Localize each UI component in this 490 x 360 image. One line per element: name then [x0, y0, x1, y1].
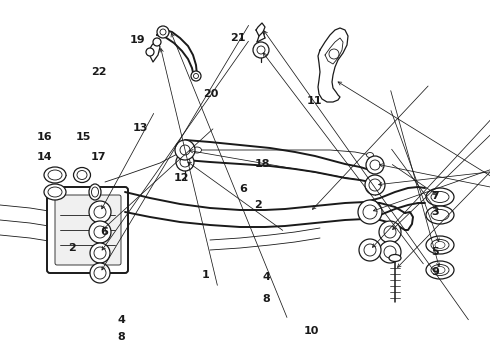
Text: 6: 6 — [239, 184, 247, 194]
Ellipse shape — [92, 187, 98, 197]
Circle shape — [89, 221, 111, 243]
Circle shape — [384, 226, 396, 238]
Ellipse shape — [389, 255, 401, 261]
Circle shape — [364, 244, 376, 256]
Ellipse shape — [367, 153, 373, 158]
Circle shape — [146, 48, 154, 56]
Text: 7: 7 — [431, 191, 439, 201]
Circle shape — [253, 42, 269, 58]
Circle shape — [194, 73, 198, 78]
Circle shape — [94, 206, 106, 218]
Circle shape — [153, 38, 161, 46]
Text: 18: 18 — [255, 159, 270, 169]
Circle shape — [160, 29, 166, 35]
Ellipse shape — [431, 210, 449, 220]
Circle shape — [180, 157, 190, 167]
Circle shape — [366, 156, 384, 174]
Ellipse shape — [193, 147, 201, 153]
Ellipse shape — [48, 187, 62, 197]
Circle shape — [369, 179, 381, 191]
Circle shape — [90, 243, 110, 263]
Circle shape — [89, 201, 111, 223]
Ellipse shape — [44, 167, 66, 183]
Circle shape — [94, 226, 106, 238]
Circle shape — [358, 200, 382, 224]
Ellipse shape — [426, 206, 454, 224]
Ellipse shape — [44, 184, 66, 200]
Circle shape — [359, 239, 381, 261]
Text: 10: 10 — [304, 326, 319, 336]
Text: 6: 6 — [100, 227, 108, 237]
Text: 2: 2 — [254, 200, 262, 210]
Circle shape — [180, 145, 190, 155]
Text: 8: 8 — [118, 332, 125, 342]
Text: 12: 12 — [174, 173, 190, 183]
Circle shape — [384, 246, 396, 258]
Text: 13: 13 — [132, 123, 147, 133]
Ellipse shape — [435, 266, 445, 274]
Circle shape — [257, 46, 265, 54]
Text: 11: 11 — [306, 96, 322, 106]
Text: 1: 1 — [202, 270, 210, 280]
FancyBboxPatch shape — [47, 187, 128, 273]
Circle shape — [370, 160, 380, 170]
Ellipse shape — [435, 242, 445, 248]
Ellipse shape — [89, 184, 101, 200]
Ellipse shape — [77, 171, 87, 180]
Ellipse shape — [48, 170, 62, 180]
Text: 3: 3 — [431, 207, 439, 217]
Text: 9: 9 — [431, 267, 439, 277]
Circle shape — [191, 71, 201, 81]
Ellipse shape — [431, 239, 449, 251]
Ellipse shape — [426, 188, 454, 206]
Ellipse shape — [426, 236, 454, 254]
Text: 4: 4 — [262, 272, 270, 282]
Text: 22: 22 — [91, 67, 107, 77]
Text: 2: 2 — [68, 243, 76, 253]
Circle shape — [94, 247, 106, 259]
Text: 19: 19 — [129, 35, 145, 45]
Circle shape — [94, 267, 106, 279]
Text: 14: 14 — [37, 152, 52, 162]
Text: 4: 4 — [118, 315, 125, 325]
Text: 17: 17 — [91, 152, 106, 162]
Text: 21: 21 — [230, 33, 246, 43]
Circle shape — [379, 241, 401, 263]
Circle shape — [363, 205, 377, 219]
Ellipse shape — [74, 167, 91, 183]
Text: 5: 5 — [431, 247, 439, 257]
Text: 15: 15 — [76, 132, 91, 142]
Text: 8: 8 — [262, 294, 270, 304]
Circle shape — [379, 221, 401, 243]
Ellipse shape — [426, 261, 454, 279]
Ellipse shape — [431, 265, 449, 275]
Circle shape — [365, 175, 385, 195]
Circle shape — [175, 140, 195, 160]
Circle shape — [176, 153, 194, 171]
Text: 16: 16 — [37, 132, 52, 142]
Circle shape — [329, 49, 339, 59]
Circle shape — [90, 263, 110, 283]
Ellipse shape — [431, 192, 449, 202]
Text: 20: 20 — [203, 89, 219, 99]
FancyBboxPatch shape — [55, 195, 121, 265]
Circle shape — [157, 26, 169, 38]
